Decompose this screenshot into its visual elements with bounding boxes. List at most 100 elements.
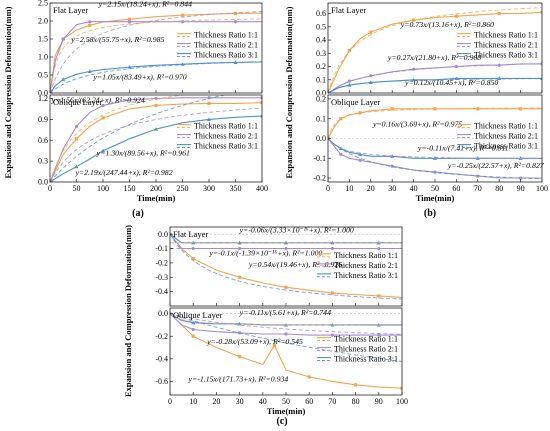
data-point — [127, 17, 132, 21]
x-tick-label: 70 — [328, 397, 336, 406]
y-tick-label: 0.2 — [316, 62, 326, 71]
data-point — [207, 101, 211, 105]
x-tick-label: 40 — [410, 184, 418, 193]
y-tick-label: 0.9 — [38, 115, 48, 124]
y-tick-label: 0.6 — [38, 136, 48, 145]
legend-label: Thickness Ratio 1:1 — [474, 31, 538, 40]
fit-curve — [50, 95, 227, 182]
x-tick-label: 10 — [345, 184, 353, 193]
data-point — [87, 69, 92, 73]
y-tick-label: -0.2 — [313, 174, 326, 183]
y-tick-label: 2.5 — [38, 0, 48, 8]
data-point — [74, 164, 79, 169]
legend-label: Thickness Ratio 1:1 — [194, 31, 258, 40]
data-point — [237, 240, 242, 245]
data-point — [191, 320, 196, 325]
y-tick-label: -0.6 — [155, 377, 168, 386]
data-point — [412, 67, 416, 71]
fit-curve — [50, 107, 262, 182]
y-tick-label: 0.0 — [38, 89, 48, 98]
fit-equation: y=2.58x/(55.75+x), R²=0.985 — [70, 35, 164, 44]
data-point — [368, 80, 373, 85]
series-line — [50, 97, 262, 182]
y-axis-title: Expansion and Compression Deformation(mm… — [284, 6, 294, 178]
panel-name: Flat Layer — [53, 5, 88, 15]
chart-caption: (b) — [424, 208, 436, 219]
fit-equation: y=0.54x/(19.46+x), R²=0.926 — [248, 260, 342, 269]
y-tick-label: 0.0 — [158, 230, 168, 239]
data-point — [191, 334, 195, 338]
y-tick-label: 0.0 — [316, 89, 326, 98]
x-tick-label: 50 — [73, 184, 81, 193]
data-point — [154, 103, 158, 108]
data-point — [101, 148, 105, 153]
data-point — [307, 375, 311, 379]
chart-a-panel-2: 0.0 0.3 0.6 0.9 1.2 0 50 100 150 200 250 300 350 400 O… — [38, 94, 268, 193]
data-point — [260, 101, 262, 105]
chart-c-panel-1: -0.4 -0.3 -0.2 -0.1 0.0 Flat Layer y=-0.06x/(3… — [155, 226, 403, 307]
x-tick-label: 40 — [259, 397, 267, 406]
x-tick-label: 100 — [536, 184, 548, 193]
data-point — [233, 11, 238, 16]
fit-curve — [50, 18, 262, 93]
fit-curve — [328, 138, 542, 160]
data-point — [519, 107, 523, 111]
data-point — [191, 327, 195, 332]
legend-label: Thickness Ratio 2:1 — [334, 261, 398, 270]
data-point — [284, 246, 288, 251]
fit-curve — [50, 11, 262, 93]
data-point — [61, 77, 66, 81]
data-point — [475, 156, 480, 160]
data-point — [272, 343, 276, 347]
fit-equation: y=0.73x/(13.16+x), R²=0.860 — [400, 20, 494, 29]
data-point — [330, 246, 334, 251]
fit-equation: y=-0.1x/(-1.39×10⁻¹⁶+x), R²=1.000 — [208, 249, 322, 258]
data-point — [284, 285, 288, 289]
data-point — [497, 63, 501, 67]
y-tick-label: 2.0 — [38, 17, 48, 26]
fit-curve — [170, 313, 402, 335]
chart-caption: (c) — [276, 416, 287, 427]
y-tick-label: -0.2 — [155, 332, 168, 341]
data-point — [358, 158, 362, 162]
x-tick-label: 50 — [282, 397, 290, 406]
fit-curve — [328, 7, 542, 93]
data-point — [476, 107, 480, 111]
data-point — [284, 240, 288, 245]
legend-label: Thickness Ratio 1:1 — [334, 251, 398, 260]
data-point — [233, 20, 238, 24]
y-tick-label: 0.4 — [316, 36, 326, 45]
data-point — [207, 117, 211, 121]
fit-equation: y=0.16x/(3.69+x), R²=0.975 — [372, 120, 462, 129]
chart-caption: (a) — [132, 208, 144, 219]
panel-name: Oblique Layer — [173, 310, 222, 320]
x-tick-label: 100 — [396, 397, 408, 406]
fit-equation: y=-0.11x/(5.61+x), R²=0.744 — [239, 308, 331, 317]
fit-curve — [50, 95, 187, 182]
legend-label: Thickness Ratio 1:1 — [334, 335, 398, 344]
legend-label: Thickness Ratio 2:1 — [474, 132, 538, 141]
x-tick-label: 80 — [495, 184, 503, 193]
x-tick-label: 0 — [168, 397, 172, 406]
y-tick-label: 0.1 — [316, 114, 326, 123]
y-tick-label: 0.2 — [316, 95, 326, 104]
data-point — [339, 117, 343, 121]
legend-label: Thickness Ratio 3:1 — [474, 51, 538, 60]
chart-c-panel-2: -0.6 -0.4 -0.2 0.0 0 10 20 30 40 50 60 70 80 90 100 Obl… — [155, 307, 408, 406]
x-tick-label: 300 — [203, 184, 215, 193]
legend-label: Thickness Ratio 3:1 — [194, 51, 258, 60]
x-axis-title: Time(min) — [137, 193, 176, 203]
y-tick-label: 0.3 — [38, 157, 48, 166]
data-point — [330, 291, 334, 295]
x-tick-label: 20 — [212, 397, 220, 406]
y-tick-label: -0.4 — [155, 354, 168, 363]
y-tick-label: 0.5 — [316, 22, 326, 31]
y-tick-label: 1.0 — [38, 53, 48, 62]
data-point — [180, 13, 185, 17]
x-tick-label: 60 — [305, 397, 313, 406]
y-tick-label: -0.1 — [313, 154, 326, 163]
data-point — [377, 294, 381, 298]
data-point — [101, 103, 105, 108]
panel-name: Oblique Layer — [53, 97, 102, 107]
